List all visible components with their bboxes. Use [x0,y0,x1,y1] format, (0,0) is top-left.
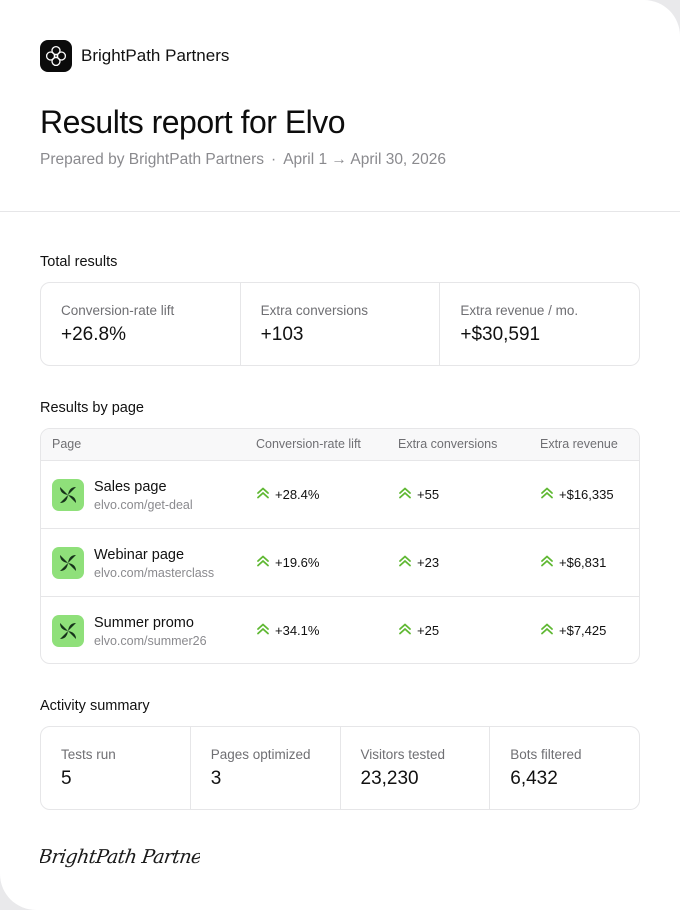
stat-label: Extra revenue / mo. [460,303,579,318]
stat-label: Bots filtered [510,747,582,762]
page-url: elvo.com/masterclass [94,566,215,580]
stat-extra-conversions: Extra conversions +103 [241,283,441,365]
page-url: elvo.com/summer26 [94,634,207,648]
double-chevron-up-icon [540,487,559,502]
stat-value: 23,230 [360,768,419,789]
flower-icon [40,40,72,72]
stat-label: Tests run [61,747,116,762]
results-by-page-heading: Results by page [40,400,144,416]
conversions-value: +23 [417,555,440,570]
page-leaf-icon [52,479,84,511]
stat-value: +$30,591 [460,324,541,345]
date-range: April 1 → April 30, 2026 [283,151,447,168]
revenue-cell: +$16,335 [540,487,614,502]
revenue-value: +$16,335 [559,487,614,502]
double-chevron-up-icon [540,555,559,570]
stat-value: 3 [210,768,222,789]
column-header-conversions: Extra conversions [398,437,498,451]
stat-label: Visitors tested [360,747,446,762]
total-results-box: Conversion-rate lift +26.8% Extra conver… [40,282,640,366]
stat-extra-revenue: Extra revenue / mo. +$30,591 [440,283,639,365]
stat-label: Pages optimized [210,747,311,762]
page-leaf-icon [52,615,84,647]
conversions-cell: +55 [398,487,439,502]
stat-bots-filtered: Bots filtered 6,432 [490,727,639,809]
stat-value: +103 [260,324,304,345]
stat-visitors-tested: Visitors tested 23,230 [341,727,491,809]
page-name: Sales page [94,479,167,495]
page-leaf-icon [52,547,84,579]
revenue-value: +$7,425 [559,623,607,638]
stat-label: Conversion-rate lift [61,303,175,318]
stat-label: Extra conversions [260,303,368,318]
results-table: Page Conversion-rate lift Extra conversi… [40,428,640,664]
column-header-lift: Conversion-rate lift [256,437,361,451]
revenue-cell: +$7,425 [540,623,606,638]
conversions-value: +25 [417,623,440,638]
table-header: Page Conversion-rate lift Extra conversi… [41,429,639,461]
activity-summary-box: Tests run 5 Pages optimized 3 Visitors t… [40,726,640,810]
double-chevron-up-icon [256,555,275,570]
conversions-cell: +23 [398,555,439,570]
revenue-cell: +$6,831 [540,555,606,570]
stat-tests-run: Tests run 5 [41,727,191,809]
total-results-heading: Total results [40,254,118,270]
table-body: Sales page elvo.com/get-deal +28.4% +55 +$16… [41,461,639,663]
stat-pages-optimized: Pages optimized 3 [191,727,341,809]
lift-value: +34.1% [275,623,320,638]
signature: BrightPath Partners [36,838,222,879]
column-header-revenue: Extra revenue [540,437,618,451]
lift-value: +28.4% [275,487,320,502]
brand-header: BrightPath Partners [40,40,229,72]
signature-text: BrightPath Partners [40,845,200,868]
double-chevron-up-icon [256,623,275,638]
page-title: Results report for Elvo [40,104,346,140]
conversions-value: +55 [417,487,440,502]
double-chevron-up-icon [398,555,417,570]
double-chevron-up-icon [540,623,559,638]
stat-value: +26.8% [61,324,126,345]
lift-cell: +19.6% [256,555,319,570]
table-row: Summer promo elvo.com/summer26 +34.1% +25 +$… [41,597,639,663]
brand-name: BrightPath Partners [81,46,230,65]
lift-cell: +28.4% [256,487,319,502]
table-row: Sales page elvo.com/get-deal +28.4% +55 +$16… [41,461,639,529]
revenue-value: +$6,831 [559,555,607,570]
header-divider [0,211,680,212]
conversions-cell: +25 [398,623,439,638]
prepared-by: Prepared by BrightPath Partners [40,151,265,168]
stat-value: 5 [61,768,72,789]
page-url: elvo.com/get-deal [94,498,193,512]
lift-value: +19.6% [275,555,320,570]
lift-cell: +34.1% [256,623,319,638]
separator-dot: · [271,151,277,168]
column-header-page: Page [52,437,82,451]
page-name: Webinar page [94,547,185,563]
activity-summary-heading: Activity summary [40,698,150,714]
double-chevron-up-icon [398,487,417,502]
stat-conversion-rate-lift: Conversion-rate lift +26.8% [41,283,241,365]
report-subtitle: Prepared by BrightPath Partners · April 1 … [40,151,446,169]
double-chevron-up-icon [398,623,417,638]
table-row: Webinar page elvo.com/masterclass +19.6% +2… [41,529,639,597]
stat-value: 6,432 [510,768,558,789]
double-chevron-up-icon [256,487,275,502]
page-name: Summer promo [94,615,194,631]
